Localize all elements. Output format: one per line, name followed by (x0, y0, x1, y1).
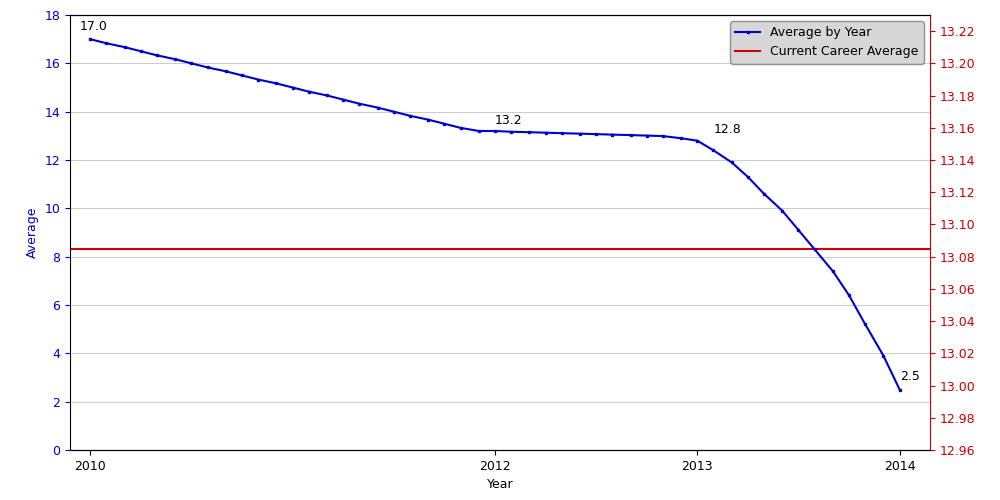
Average by Year (422, 116, 434, 122)
Average by Year (169, 56, 181, 62)
Y-axis label: Average: Average (26, 207, 39, 258)
Average by Year (859, 322, 871, 328)
Average by Year (505, 128, 517, 134)
Average by Year (556, 130, 568, 136)
Text: 2.5: 2.5 (900, 370, 920, 383)
Average by Year (675, 135, 687, 141)
Average by Year (726, 160, 738, 166)
Average by Year (337, 96, 349, 102)
Average by Year (776, 208, 788, 214)
Average by Year (523, 129, 535, 135)
Average by Year (742, 174, 754, 180)
X-axis label: Year: Year (487, 478, 513, 492)
Average by Year (151, 52, 163, 59)
Average by Year (388, 108, 400, 114)
Average by Year (894, 386, 906, 392)
Average by Year (303, 88, 315, 94)
Average by Year (657, 133, 669, 139)
Average by Year (220, 68, 232, 74)
Average by Year (606, 132, 618, 138)
Average by Year (877, 353, 889, 359)
Average by Year (641, 132, 653, 138)
Average by Year (792, 227, 804, 233)
Average by Year (438, 121, 450, 127)
Legend: Average by Year, Current Career Average: Average by Year, Current Career Average (730, 21, 924, 63)
Average by Year (185, 60, 197, 66)
Average by Year (489, 128, 501, 134)
Average by Year (691, 138, 703, 143)
Average by Year (321, 92, 333, 98)
Text: 12.8: 12.8 (713, 124, 741, 136)
Average by Year (758, 191, 770, 197)
Average by Year (540, 130, 552, 136)
Average by Year (574, 130, 586, 136)
Average by Year (372, 104, 384, 110)
Average by Year (809, 246, 821, 252)
Text: 13.2: 13.2 (495, 114, 523, 127)
Average by Year (202, 64, 214, 70)
Average by Year (100, 40, 112, 46)
Average by Year (827, 268, 839, 274)
Line: Average by Year: Average by Year (89, 38, 901, 391)
Text: 17.0: 17.0 (80, 20, 108, 32)
Average by Year (404, 113, 416, 119)
Average by Year (252, 76, 264, 82)
Average by Year (119, 44, 131, 50)
Average by Year (270, 80, 282, 86)
Average by Year (455, 125, 467, 131)
Average by Year (353, 100, 365, 106)
Average by Year (843, 292, 855, 298)
Average by Year (287, 84, 299, 90)
Average by Year (707, 148, 719, 154)
Average by Year (236, 72, 248, 78)
Average by Year (590, 131, 602, 137)
Average by Year (84, 36, 96, 42)
Average by Year (473, 128, 485, 134)
Average by Year (135, 48, 147, 54)
Average by Year (625, 132, 637, 138)
